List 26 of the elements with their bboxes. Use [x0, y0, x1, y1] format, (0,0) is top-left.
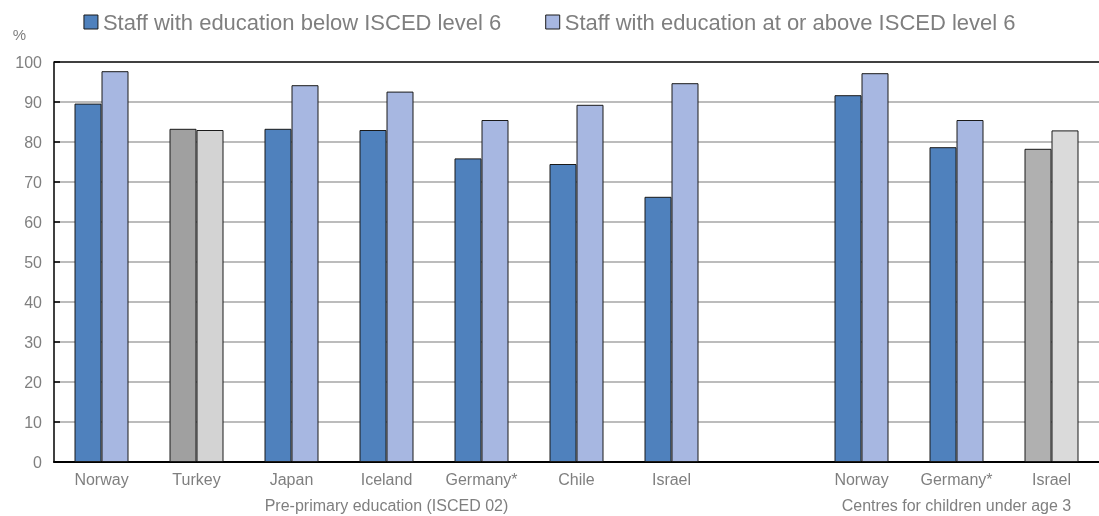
y-tick-label: 90	[24, 93, 43, 111]
x-tick-label: Iceland	[360, 470, 413, 488]
x-tick-label: Japan	[269, 470, 314, 488]
x-tick-label: Germany*	[445, 470, 518, 488]
text: Centres for children under age 3	[841, 496, 1072, 514]
text: Pre-primary education (ISCED 02)	[264, 496, 509, 514]
y-tick-label: 50	[24, 253, 43, 271]
x-tick-label: Chile	[558, 470, 595, 488]
y-tick-label: 80	[24, 133, 43, 151]
legend-label: Staff with education at or above ISCED level 6	[564, 9, 1016, 35]
y-tick-label: 70	[24, 173, 43, 191]
x-tick-label: Israel	[651, 470, 692, 488]
y-tick-label: 30	[24, 333, 43, 351]
y-tick-label: 40	[24, 293, 43, 311]
y-tick-label: 100	[15, 53, 43, 71]
y-tick-label: 60	[24, 213, 43, 231]
x-tick-label: Israel	[1031, 470, 1072, 488]
y-tick-label: 0	[33, 453, 43, 471]
y-tick-label: 10	[24, 413, 43, 431]
x-tick-label: Turkey	[172, 470, 221, 488]
y-tick-label: 20	[24, 373, 43, 391]
x-tick-label: Norway	[74, 470, 129, 488]
y-axis-title: %	[12, 26, 26, 43]
legend-label: Staff with education below ISCED level 6	[102, 9, 502, 35]
x-tick-label: Norway	[834, 470, 889, 488]
x-tick-label: Germany*	[920, 470, 993, 488]
